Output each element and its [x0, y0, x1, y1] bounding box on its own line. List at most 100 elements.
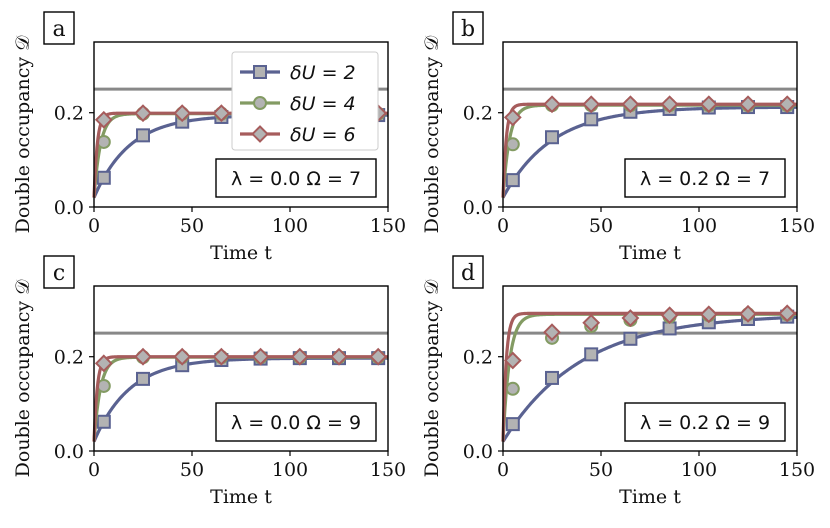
x-axis-title: Time t	[619, 486, 681, 508]
data-point	[96, 170, 111, 185]
x-tick-label: 50	[180, 215, 204, 237]
panel-label-box	[43, 255, 75, 289]
data-point	[505, 137, 520, 152]
plot-frame	[502, 285, 798, 452]
data-point	[584, 112, 599, 127]
parameter-box: λ = 0.0 Ω = 7	[215, 158, 377, 198]
data-point	[212, 104, 231, 123]
data-point	[543, 95, 561, 114]
parameter-box-frame	[215, 402, 377, 442]
y-tick-label: 0.0	[54, 197, 84, 219]
panel-label-text: d	[461, 261, 475, 286]
parameter-text: λ = 0.2 Ω = 9	[640, 412, 770, 434]
plot-frame	[502, 41, 798, 208]
parameter-box: λ = 0.2 Ω = 9	[624, 402, 786, 442]
panel-label-text: b	[461, 17, 475, 42]
y-tick-label: 0.0	[463, 197, 493, 219]
x-axis-title: Time t	[619, 242, 681, 264]
legend-marker	[253, 65, 267, 79]
x-tick-label: 50	[589, 459, 613, 481]
x-tick-label: 150	[779, 215, 815, 237]
panel-label-box	[43, 11, 75, 45]
panel-label-text: a	[52, 17, 65, 42]
x-tick-label: 50	[589, 215, 613, 237]
x-tick-label: 100	[272, 215, 308, 237]
x-tick-label: 100	[681, 459, 717, 481]
parameter-box: λ = 0.2 Ω = 7	[624, 158, 786, 198]
legend-marker	[253, 96, 267, 110]
data-point	[582, 313, 601, 332]
y-axis-title: Double occupancy 𝒟	[12, 279, 34, 478]
panel-label-box	[452, 255, 484, 289]
parameter-text: λ = 0.0 Ω = 7	[231, 168, 361, 190]
data-point	[173, 104, 192, 123]
x-tick-label: 100	[272, 459, 308, 481]
data-point	[699, 305, 718, 324]
data-point	[173, 347, 192, 366]
data-point	[623, 331, 638, 346]
data-point	[584, 347, 599, 362]
data-point	[621, 309, 640, 327]
data-point	[545, 130, 559, 145]
series-3	[92, 347, 389, 442]
panel-label: d	[452, 255, 484, 289]
data-point	[503, 108, 522, 127]
legend-label: δU = 4	[290, 93, 356, 115]
x-axis-title: Time t	[210, 486, 272, 508]
data-point	[739, 95, 757, 114]
data-point	[778, 95, 797, 114]
data-point	[660, 306, 679, 325]
y-tick-label: 0.2	[54, 103, 84, 125]
parameter-box: λ = 0.0 Ω = 9	[215, 402, 377, 442]
data-point	[739, 304, 757, 323]
x-tick-label: 150	[370, 215, 406, 237]
y-tick-label: 0.2	[54, 347, 84, 369]
legend-label: δU = 6	[290, 124, 356, 146]
panel-label: b	[452, 11, 484, 45]
data-point	[699, 95, 718, 114]
data-point	[136, 128, 150, 143]
x-tick-label: 0	[88, 459, 100, 481]
parameter-box-frame	[215, 158, 377, 198]
panel-b: 0 50 100 150 0.0 0.2 Time t Double occupancy 𝒟 b…	[421, 11, 815, 264]
data-point	[134, 104, 152, 123]
data-point	[251, 347, 270, 366]
panel-label-box	[452, 11, 484, 45]
data-point	[290, 347, 309, 366]
data-point	[134, 347, 152, 366]
data-point	[662, 321, 677, 336]
x-axis-title: Time t	[210, 242, 272, 264]
panel-d: 0 50 100 150 0.0 0.2 Time t Double occupancy 𝒟 d…	[421, 255, 815, 508]
data-point	[582, 95, 601, 114]
series-3	[501, 304, 798, 442]
plot-frame	[93, 41, 389, 208]
series-3	[501, 95, 798, 198]
data-point	[545, 370, 559, 385]
y-tick-label: 0.2	[463, 347, 493, 369]
legend: δU = 2 δU = 4 δU = 6	[231, 51, 379, 151]
data-point	[94, 354, 113, 373]
x-tick-label: 0	[497, 459, 509, 481]
data-point	[505, 173, 520, 188]
data-point	[503, 351, 522, 370]
legend-frame	[231, 51, 379, 151]
data-point	[330, 347, 348, 366]
data-point	[505, 417, 520, 432]
parameter-text: λ = 0.0 Ω = 9	[231, 412, 361, 434]
y-tick-label: 0.0	[54, 441, 84, 463]
legend-marker	[251, 125, 269, 143]
data-point	[543, 323, 561, 342]
y-tick-label: 0.0	[463, 441, 493, 463]
panel-c: 0 50 100 150 0.0 0.2 Time t Double occupancy 𝒟 c…	[12, 255, 406, 508]
y-axis-title: Double occupancy 𝒟	[421, 279, 443, 478]
data-point	[505, 381, 520, 396]
plot-frame	[93, 285, 389, 452]
data-point	[369, 347, 388, 366]
x-tick-label: 0	[88, 215, 100, 237]
data-point	[660, 95, 679, 114]
y-axis-title: Double occupancy 𝒟	[421, 35, 443, 234]
data-point	[94, 110, 113, 129]
panel-label: a	[43, 11, 75, 45]
y-tick-label: 0.2	[463, 103, 493, 125]
